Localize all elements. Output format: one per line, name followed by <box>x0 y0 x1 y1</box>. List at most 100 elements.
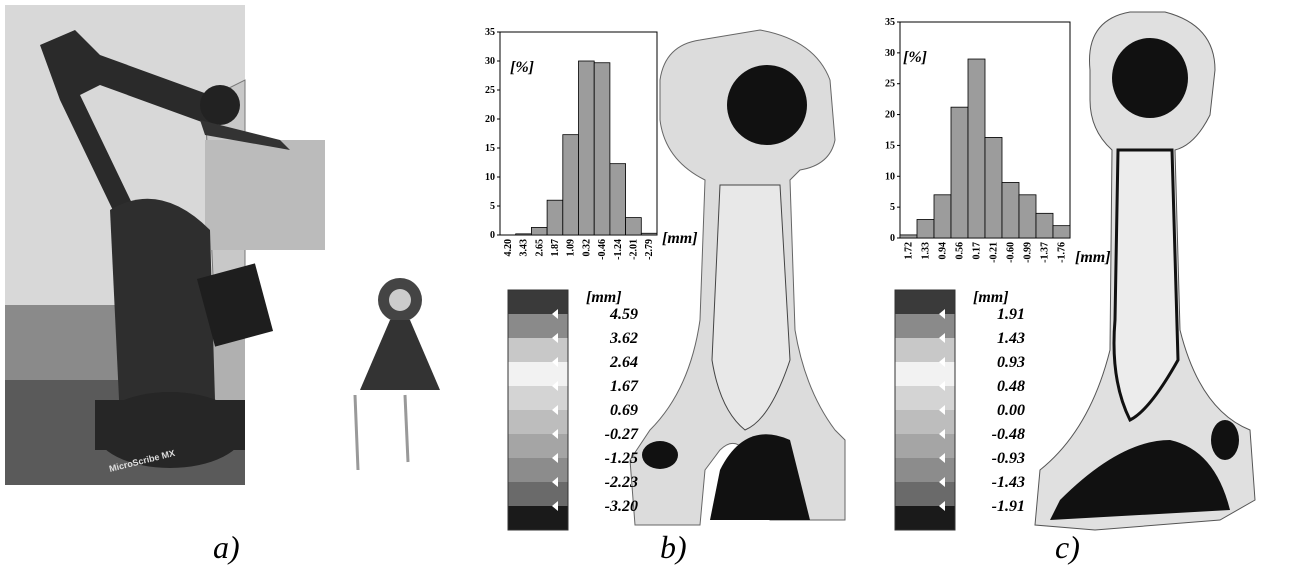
y-tick-label: 35 <box>885 17 895 28</box>
scale-swatch <box>508 314 568 338</box>
bar <box>516 234 532 235</box>
bar <box>626 218 642 235</box>
y-axis-label: [%] <box>510 59 534 76</box>
scale-swatch <box>508 434 568 458</box>
scale-label: 0.48 <box>997 378 1025 395</box>
y-tick-label: 0 <box>490 230 495 241</box>
scale-swatch <box>508 410 568 434</box>
scale-unit: [mm] <box>973 289 1009 306</box>
scale-swatch <box>508 506 568 530</box>
y-tick-label: 10 <box>885 171 895 182</box>
scale-label: -2.23 <box>605 474 638 491</box>
scale-swatch <box>895 410 955 434</box>
x-tick-label: -2.01 <box>628 239 639 260</box>
bar <box>579 61 595 235</box>
scale-label: -1.25 <box>605 450 638 467</box>
scale-label: 3.62 <box>609 330 638 347</box>
scale-label: 2.64 <box>609 354 638 371</box>
y-tick-label: 20 <box>885 110 895 121</box>
x-tick-label: 0.17 <box>972 242 983 260</box>
photo: MicroScribe MX <box>5 5 325 485</box>
bar <box>1002 182 1019 238</box>
x-tick-label: -0.46 <box>597 239 608 260</box>
bar <box>934 195 951 238</box>
scale-label: -1.91 <box>992 498 1025 515</box>
scale-swatch <box>895 362 955 386</box>
bar <box>1053 226 1070 238</box>
scale-swatch <box>895 434 955 458</box>
y-tick-label: 5 <box>890 202 895 213</box>
x-tick-label: 1.72 <box>904 242 915 260</box>
bar <box>531 227 547 235</box>
scale-swatch <box>508 290 568 314</box>
figure: MicroScribe MX 0 5 10 15 20 25 30 35 4.20 3.43 2.6… <box>0 0 1292 578</box>
scale-label: -1.43 <box>992 474 1025 491</box>
bar <box>1036 213 1053 238</box>
y-tick-label: 0 <box>890 233 895 244</box>
y-tick-label: 30 <box>485 56 495 67</box>
x-tick-label: 1.33 <box>921 242 932 260</box>
x-tick-label: 3.43 <box>519 239 530 257</box>
scale-swatch <box>895 506 955 530</box>
bar <box>641 233 657 235</box>
y-tick-label: 25 <box>485 85 495 96</box>
caption: c) <box>1055 529 1080 565</box>
x-axis-label: [mm] <box>1075 249 1111 266</box>
x-tick-label: 0.94 <box>938 242 949 260</box>
scale-swatch <box>508 386 568 410</box>
bar <box>968 59 985 238</box>
render-b <box>630 30 845 525</box>
scale-label: -0.48 <box>992 426 1025 443</box>
x-tick-label: -1.37 <box>1040 242 1051 263</box>
scale-label: 0.69 <box>610 402 638 419</box>
y-tick-label: 20 <box>485 114 495 125</box>
bar <box>985 137 1002 238</box>
y-tick-label: 15 <box>485 143 495 154</box>
x-tick-label: -2.79 <box>644 239 655 260</box>
scale-label: 1.43 <box>997 330 1025 347</box>
x-tick-label: -0.60 <box>1006 242 1017 263</box>
scale-label: 1.91 <box>997 306 1025 323</box>
scale-swatch <box>895 314 955 338</box>
scale-swatch <box>895 482 955 506</box>
scale-label: 1.67 <box>610 378 639 395</box>
render-c <box>1035 12 1255 530</box>
bar <box>594 63 610 235</box>
scale-label: 0.00 <box>997 402 1025 419</box>
x-tick-label: 4.20 <box>503 239 514 257</box>
y-axis-label: [%] <box>903 49 927 66</box>
bar <box>951 107 968 238</box>
x-tick-label: -0.21 <box>989 242 1000 263</box>
scale-swatch <box>895 386 955 410</box>
caption: a) <box>213 529 240 565</box>
x-axis-label: [mm] <box>662 230 698 247</box>
scale-swatch <box>508 338 568 362</box>
x-tick-label: -1.76 <box>1057 242 1068 263</box>
scale-swatch <box>508 482 568 506</box>
bar <box>900 235 917 238</box>
scale-swatch <box>508 458 568 482</box>
x-tick-label: 1.87 <box>550 239 561 257</box>
y-tick-label: 10 <box>485 172 495 183</box>
scale-swatch <box>895 458 955 482</box>
bar <box>547 200 563 235</box>
y-tick-label: 30 <box>885 48 895 59</box>
x-tick-label: 0.32 <box>581 239 592 257</box>
scale-label: -0.27 <box>605 426 639 443</box>
x-tick-label: -1.24 <box>613 239 624 260</box>
scale-unit: [mm] <box>586 289 622 306</box>
scale-swatch <box>895 290 955 314</box>
scale-swatch <box>895 338 955 362</box>
scale-label: -0.93 <box>992 450 1025 467</box>
scale-label: 4.59 <box>609 306 638 323</box>
x-tick-label: 1.09 <box>566 239 577 257</box>
y-tick-label: 15 <box>885 140 895 151</box>
caption: b) <box>660 529 687 565</box>
photo-rod <box>355 278 440 470</box>
bar <box>917 219 934 238</box>
scale-label: 0.93 <box>997 354 1025 371</box>
scale-swatch <box>508 362 568 386</box>
x-tick-label: 0.56 <box>955 242 966 260</box>
x-tick-label: -0.99 <box>1023 242 1034 263</box>
y-tick-label: 25 <box>885 79 895 90</box>
